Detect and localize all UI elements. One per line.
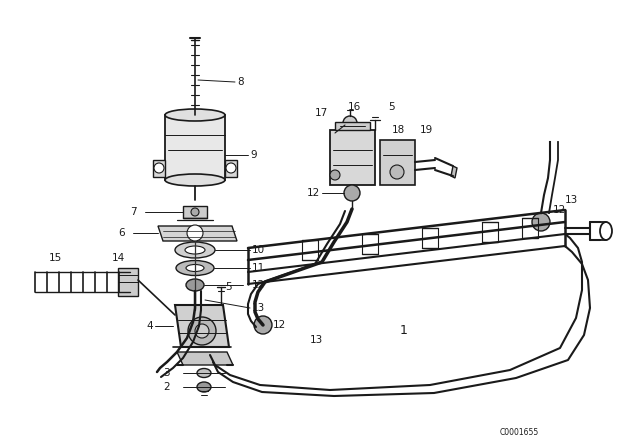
Text: 6: 6	[118, 228, 125, 238]
Polygon shape	[175, 305, 229, 347]
Bar	[165, 115, 225, 180]
Circle shape	[195, 324, 209, 338]
Text: 13: 13	[310, 335, 323, 345]
Text: 12: 12	[273, 320, 286, 330]
Bar	[118, 268, 138, 296]
Circle shape	[390, 165, 404, 179]
Text: 15: 15	[49, 253, 61, 263]
Circle shape	[188, 317, 216, 345]
Text: 4: 4	[147, 321, 153, 331]
Polygon shape	[158, 226, 237, 241]
Text: 12: 12	[553, 205, 566, 215]
Text: 5: 5	[225, 282, 232, 292]
Text: 8: 8	[237, 77, 244, 87]
Text: 2: 2	[163, 382, 170, 392]
Circle shape	[330, 170, 340, 180]
Polygon shape	[153, 160, 165, 177]
Text: 19: 19	[420, 125, 433, 135]
Circle shape	[532, 213, 550, 231]
Circle shape	[343, 116, 357, 130]
Text: 11: 11	[252, 263, 265, 273]
Circle shape	[226, 163, 236, 173]
Text: 3: 3	[163, 368, 170, 378]
Text: 14: 14	[111, 253, 125, 263]
Ellipse shape	[197, 382, 211, 392]
Polygon shape	[183, 206, 207, 218]
Ellipse shape	[185, 246, 205, 254]
Text: 18: 18	[392, 125, 405, 135]
Text: 12: 12	[252, 280, 265, 290]
Ellipse shape	[175, 242, 215, 258]
Text: 10: 10	[252, 245, 265, 255]
Polygon shape	[451, 166, 457, 178]
Circle shape	[344, 185, 360, 201]
Circle shape	[154, 163, 164, 173]
Text: 16: 16	[348, 102, 361, 112]
Text: 5: 5	[388, 102, 395, 112]
Ellipse shape	[186, 264, 204, 271]
Ellipse shape	[197, 369, 211, 378]
Text: 7: 7	[131, 207, 137, 217]
Circle shape	[187, 225, 203, 241]
Ellipse shape	[176, 260, 214, 276]
Text: 17: 17	[315, 108, 328, 118]
Circle shape	[191, 208, 199, 216]
Polygon shape	[330, 130, 375, 185]
Text: 13: 13	[252, 303, 265, 313]
Polygon shape	[177, 352, 233, 365]
Text: 12: 12	[307, 188, 320, 198]
Polygon shape	[380, 140, 415, 185]
Polygon shape	[335, 122, 370, 130]
Ellipse shape	[165, 109, 225, 121]
Text: 13: 13	[565, 195, 579, 205]
Text: 9: 9	[250, 150, 257, 160]
Text: 1: 1	[400, 323, 408, 336]
Text: C0001655: C0001655	[500, 427, 540, 436]
Polygon shape	[225, 160, 237, 177]
Circle shape	[254, 316, 272, 334]
Ellipse shape	[165, 174, 225, 186]
Ellipse shape	[186, 279, 204, 291]
